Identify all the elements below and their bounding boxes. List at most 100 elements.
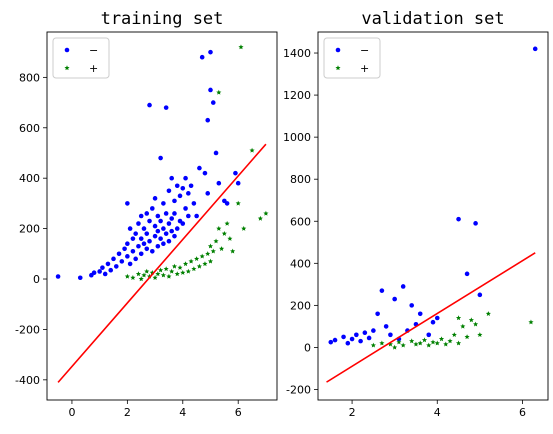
data-point xyxy=(194,213,199,219)
data-point xyxy=(166,221,172,226)
data-point xyxy=(147,238,152,244)
fit-line xyxy=(57,143,267,383)
data-point xyxy=(235,200,241,206)
data-point xyxy=(125,254,130,259)
data-point xyxy=(249,147,255,153)
data-point xyxy=(208,49,213,55)
data-point xyxy=(130,236,136,241)
data-point xyxy=(180,185,186,191)
data-point xyxy=(147,218,152,224)
data-point xyxy=(434,340,440,346)
data-point xyxy=(210,100,216,105)
data-point xyxy=(434,315,440,321)
y-tick-label: 800 xyxy=(290,173,311,186)
y-tick-label: 400 xyxy=(19,172,40,185)
legend-marker xyxy=(335,65,341,71)
x-tick-label: 2 xyxy=(124,406,131,419)
data-point xyxy=(421,337,428,343)
data-point xyxy=(477,292,483,298)
y-tick-label: 1200 xyxy=(283,89,311,102)
plot-frame xyxy=(317,31,549,401)
data-point xyxy=(144,246,150,252)
positive-series xyxy=(370,311,534,350)
data-point xyxy=(127,261,133,267)
data-point xyxy=(366,335,372,341)
validation-chart: validation set 2 4 6 -200 0 200 400 600 800 1000 12… xyxy=(283,9,549,419)
data-point xyxy=(172,198,177,204)
data-point xyxy=(133,231,138,236)
data-point xyxy=(100,265,105,270)
data-point xyxy=(227,235,233,241)
data-point xyxy=(430,319,436,325)
data-point xyxy=(138,251,144,257)
data-point xyxy=(152,233,158,239)
data-point xyxy=(163,105,169,110)
data-point xyxy=(130,248,136,254)
data-point xyxy=(205,251,211,256)
data-point xyxy=(208,87,213,93)
data-point xyxy=(163,231,169,236)
data-point xyxy=(130,275,136,280)
legend-label: − xyxy=(89,44,98,57)
data-point xyxy=(375,311,380,317)
data-point xyxy=(349,336,355,342)
data-point xyxy=(169,228,174,234)
data-point xyxy=(400,284,406,289)
data-point xyxy=(138,236,144,241)
data-point xyxy=(392,296,397,302)
legend: −+ xyxy=(323,37,381,79)
data-point xyxy=(456,216,461,222)
data-point xyxy=(180,270,186,275)
data-point xyxy=(430,339,436,345)
data-point xyxy=(205,191,211,196)
data-point xyxy=(447,338,453,344)
data-point xyxy=(528,319,534,325)
y-tick-label: 600 xyxy=(19,122,40,135)
data-point xyxy=(358,338,363,344)
data-point xyxy=(125,241,130,247)
data-point xyxy=(135,271,142,277)
data-point xyxy=(136,221,141,226)
data-point xyxy=(191,201,197,206)
data-point xyxy=(371,328,376,333)
legend-label: + xyxy=(360,62,369,75)
data-point xyxy=(141,272,147,278)
data-point xyxy=(455,340,462,346)
data-point xyxy=(108,267,114,273)
data-point xyxy=(379,340,385,346)
data-point xyxy=(202,261,208,267)
legend: −+ xyxy=(52,37,110,79)
data-point xyxy=(91,270,97,276)
data-point xyxy=(172,211,177,216)
legend-label: + xyxy=(89,62,98,75)
data-point xyxy=(392,344,398,350)
data-point xyxy=(207,243,214,249)
data-point xyxy=(332,337,338,343)
x-tick-label: 6 xyxy=(235,406,242,419)
data-point xyxy=(144,268,150,274)
data-point xyxy=(102,271,108,277)
legend-box xyxy=(323,37,381,79)
x-tick-label: 6 xyxy=(519,406,526,419)
data-point xyxy=(207,258,214,264)
data-point xyxy=(451,332,457,337)
data-point xyxy=(383,324,389,329)
data-point xyxy=(196,263,202,269)
data-point xyxy=(144,231,150,236)
data-point xyxy=(473,321,479,327)
x-tick-label: 2 xyxy=(349,406,356,419)
data-point xyxy=(233,170,238,176)
x-tick-label: 4 xyxy=(179,406,186,419)
y-tick-label: 1000 xyxy=(283,131,311,144)
data-point xyxy=(105,261,111,267)
data-point xyxy=(341,334,346,340)
data-point xyxy=(216,89,222,95)
data-point xyxy=(166,273,172,279)
data-point xyxy=(166,238,172,244)
data-point xyxy=(174,183,180,189)
data-point xyxy=(485,311,491,316)
data-point xyxy=(387,341,393,347)
legend-marker xyxy=(335,47,341,53)
data-point xyxy=(166,188,172,194)
